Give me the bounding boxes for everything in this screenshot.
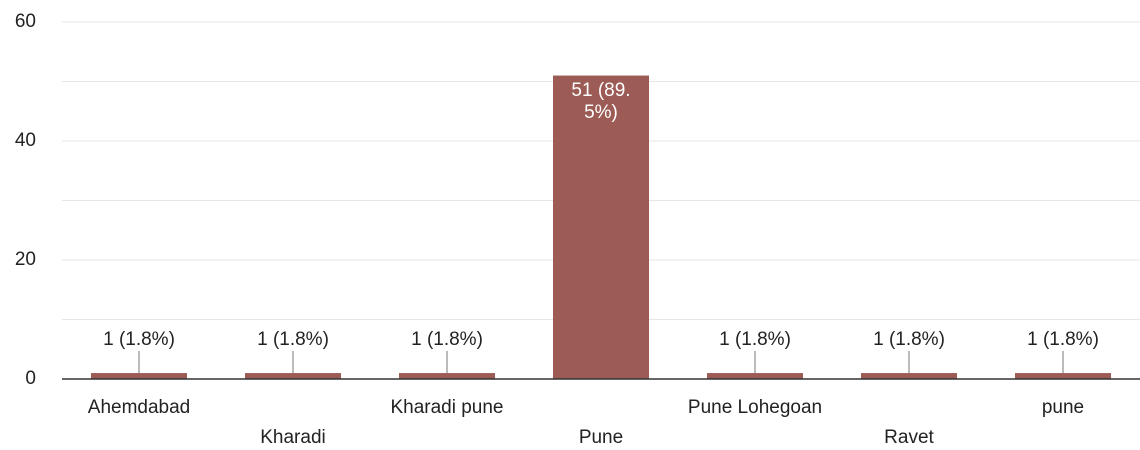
y-tick-label: 20 — [15, 249, 36, 270]
data-label: 1 (1.8%) — [411, 329, 483, 350]
data-label: 1 (1.8%) — [1027, 329, 1099, 350]
x-tick-label: Kharadi pune — [390, 397, 503, 418]
y-tick-label: 60 — [15, 11, 36, 32]
data-label: 1 (1.8%) — [257, 329, 329, 350]
y-tick-label: 0 — [25, 368, 36, 389]
data-label: 1 (1.8%) — [103, 329, 175, 350]
y-tick-label: 40 — [15, 130, 36, 151]
data-label: 1 (1.8%) — [719, 329, 791, 350]
bar — [707, 373, 803, 379]
x-tick-label: Ahemdabad — [88, 397, 190, 418]
bar — [245, 373, 341, 379]
data-label: 51 (89.5%) — [571, 79, 631, 123]
x-tick-label: pune — [1042, 397, 1084, 418]
x-tick-label: Kharadi — [260, 427, 326, 448]
bar — [91, 373, 187, 379]
data-label: 1 (1.8%) — [873, 329, 945, 350]
x-tick-label: Ravet — [884, 427, 934, 448]
x-tick-label: Pune Lohegoan — [688, 397, 822, 418]
bar — [1015, 373, 1111, 379]
x-tick-label: Pune — [579, 427, 623, 448]
bar — [553, 75, 649, 380]
bar — [861, 373, 957, 379]
bar — [399, 373, 495, 379]
